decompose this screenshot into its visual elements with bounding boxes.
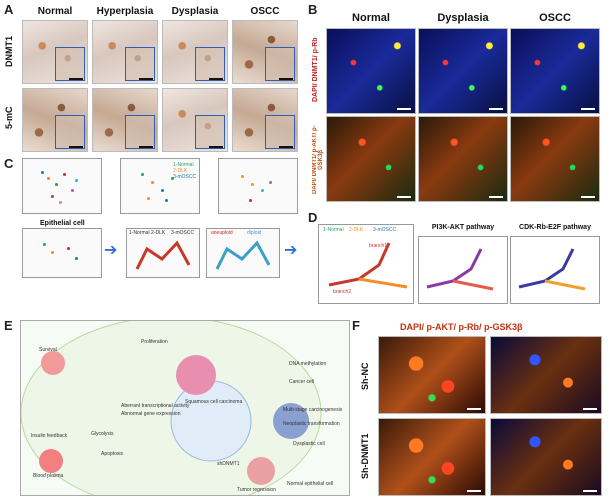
- umap-epithelial: [22, 228, 102, 278]
- legend-c-tree-normal: 1-Normal: [129, 230, 150, 236]
- if-b-dysplasia-row2: [418, 116, 508, 202]
- label-normal-epithelial: Normal epithelial cell: [287, 481, 334, 487]
- panel-b-col-oscc: OSCC: [539, 12, 571, 24]
- label-proliferation: Proliferation: [141, 339, 168, 345]
- legend-c-diploid: diploid: [247, 230, 262, 236]
- label-dna-methylation: DNA methylation: [289, 361, 327, 367]
- panel-label-e: E: [4, 318, 13, 333]
- legend-c-tree-moscc: 3-mOSCC: [171, 230, 195, 236]
- arrow-c-1: ➔: [104, 242, 118, 259]
- ihc-5mc-normal: [22, 88, 88, 152]
- if-b-dysplasia-row1: [418, 28, 508, 114]
- label-aberrant-transcription: Aberrant transcriptional activity: [121, 403, 190, 409]
- panel-b-row-2-stain: DAPI/ DNMT1/ p-AKT/ p-GSK3β: [312, 125, 324, 195]
- label-scc: Squamous cell carcinoma: [185, 399, 243, 405]
- panel-b-col-normal: Normal: [352, 12, 390, 24]
- panel-a-row-dnmt1: DNMT1: [4, 36, 14, 68]
- epithelial-cell-title: Epithelial cell: [40, 220, 85, 227]
- panel-a-col-normal: Normal: [37, 6, 73, 17]
- ihc-dnmt1-normal: [22, 20, 88, 84]
- umap-sample-groups: 1-Normal 2-DLK 3-mOSCC: [120, 158, 200, 214]
- panel-a-col-oscc: OSCC: [250, 6, 280, 17]
- if-b-normal-row2: [326, 116, 416, 202]
- ihc-dnmt1-hyperplasia: [92, 20, 158, 84]
- label-neoplastic: Neoplastic transformation: [283, 421, 340, 427]
- ihc-5mc-oscc: [232, 88, 298, 152]
- ihc-dnmt1-oscc: [232, 20, 298, 84]
- pi3k-akt-title: PI3K-AKT pathway: [431, 224, 495, 231]
- trajectory-main: 1-Normal 2-DLK 3-mOSCC branch1 branch2: [318, 224, 414, 304]
- tree-by-ploidy: aneuploid diploid: [206, 228, 280, 278]
- label-abnormal-expression: Abnormal gene expression: [121, 411, 181, 417]
- ihc-5mc-hyperplasia: [92, 88, 158, 152]
- panel-b-row-1-stain: DAPI/ DNMT1/ p-Rb: [312, 37, 319, 103]
- branch-label-1: branch1: [369, 243, 388, 249]
- umap-cell-types: [22, 158, 102, 214]
- panel-label-d: D: [308, 210, 318, 225]
- label-glycolysis: Glycolysis: [91, 431, 114, 437]
- legend-c-moscc: 3-mOSCC: [173, 174, 197, 180]
- panel-a-col-dysplasia: Dysplasia: [171, 6, 219, 17]
- ihc-5mc-dysplasia: [162, 88, 228, 152]
- panel-b-col-dysplasia: Dysplasia: [437, 12, 489, 24]
- legend-c-aneuploid: aneuploid: [211, 230, 233, 236]
- branch-label-2: branch2: [333, 289, 352, 295]
- umap-clusters: [218, 158, 298, 214]
- panel-f-row-shnc: Sh-NC: [360, 362, 370, 390]
- label-apoptosis: Apoptosis: [101, 451, 123, 457]
- if-b-oscc-row2: [510, 116, 600, 202]
- panel-a-row-5mc: 5-mC: [4, 106, 14, 130]
- panel-f-stain-title: DAPI/ p-AKT/ p-Rb/ p-GSK3β: [400, 322, 523, 332]
- label-insulin-feedback: Insulin feedback: [31, 433, 68, 439]
- legend-c-tree-dlk: 2-DLK: [151, 230, 166, 236]
- legend-d-normal: 1-Normal: [323, 227, 344, 233]
- if-f-shnc-overview: [378, 336, 486, 414]
- if-b-oscc-row1: [510, 28, 600, 114]
- label-dysplastic-cell: Dysplastic cell: [293, 441, 325, 447]
- panel-f-row-shdnmt1: Sh-DNMT1: [360, 433, 370, 479]
- legend-d-moscc: 3-mOSCC: [373, 227, 397, 233]
- ihc-dnmt1-dysplasia: [162, 20, 228, 84]
- panel-label-f: F: [352, 318, 360, 333]
- label-survival: Survival: [39, 347, 57, 353]
- panel-label-a: A: [4, 2, 14, 17]
- panel-a-col-hyperplasia: Hyperplasia: [96, 6, 154, 17]
- arrow-c-2: ➔: [284, 242, 298, 259]
- label-tumor-regression: Tumor regression: [237, 487, 276, 493]
- tree-by-group: 1-Normal 2-DLK 3-mOSCC: [126, 228, 200, 278]
- label-cancer-cell: Cancer cell: [289, 379, 315, 385]
- label-shdnmt1: shDNMT1: [217, 461, 240, 467]
- if-f-shnc-zoom: [490, 336, 602, 414]
- mechanism-diagram: Survival Proliferation Squamous cell car…: [20, 320, 350, 496]
- panel-label-c: C: [4, 156, 14, 171]
- legend-c-dlk: 2-DLK: [173, 168, 188, 174]
- if-f-shdnmt1-overview: [378, 418, 486, 496]
- legend-d-dlk: 2-DLK: [349, 227, 364, 233]
- trajectory-pi3k-akt: [418, 236, 508, 304]
- if-b-normal-row1: [326, 28, 416, 114]
- cdk-rb-e2f-title: CDK-Rb-E2F pathway: [519, 224, 591, 231]
- label-multistage: Multi-stage carcinogenesis: [283, 407, 343, 413]
- panel-label-b: B: [308, 2, 318, 17]
- if-f-shdnmt1-zoom: [490, 418, 602, 496]
- label-blood-plasma: Blood plasma: [33, 473, 64, 479]
- trajectory-cdk-rb-e2f: [510, 236, 600, 304]
- legend-c-normal: 1-Normal: [173, 162, 194, 168]
